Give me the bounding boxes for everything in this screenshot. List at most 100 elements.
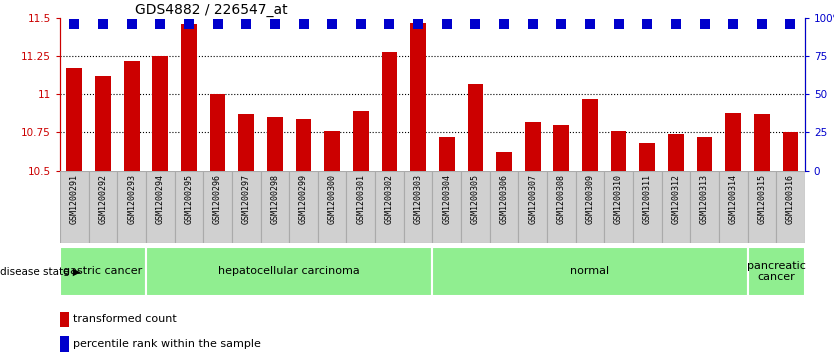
Bar [375, 171, 404, 243]
Bar [232, 171, 260, 243]
Point [383, 21, 396, 27]
Bar [60, 247, 146, 296]
Bar [123, 61, 139, 171]
Point [183, 21, 196, 27]
Bar [318, 171, 346, 243]
Bar [118, 171, 146, 243]
Point [153, 21, 167, 27]
Bar [353, 111, 369, 171]
Point [726, 21, 740, 27]
Text: hepatocellular carcinoma: hepatocellular carcinoma [219, 266, 360, 276]
Text: disease state ▶: disease state ▶ [0, 266, 81, 276]
Point [497, 21, 510, 27]
Point [411, 21, 425, 27]
Bar [146, 247, 432, 296]
Text: GSM1200314: GSM1200314 [729, 174, 738, 224]
Bar [668, 134, 684, 171]
Text: GSM1200292: GSM1200292 [98, 174, 108, 224]
Text: GSM1200296: GSM1200296 [214, 174, 222, 224]
Text: GSM1200304: GSM1200304 [442, 174, 451, 224]
Text: GSM1200303: GSM1200303 [414, 174, 423, 224]
Text: GSM1200302: GSM1200302 [385, 174, 394, 224]
Point [269, 21, 282, 27]
Bar [289, 171, 318, 243]
Bar [575, 171, 605, 243]
Point [239, 21, 253, 27]
Point [555, 21, 568, 27]
Point [440, 21, 454, 27]
Bar [382, 52, 397, 171]
Text: GSM1200315: GSM1200315 [757, 174, 766, 224]
Text: GSM1200312: GSM1200312 [671, 174, 681, 224]
Text: GSM1200297: GSM1200297 [242, 174, 251, 224]
Point [325, 21, 339, 27]
Point [211, 21, 224, 27]
Text: GSM1200306: GSM1200306 [500, 174, 509, 224]
Text: GSM1200301: GSM1200301 [356, 174, 365, 224]
Text: pancreatic
cancer: pancreatic cancer [746, 261, 806, 282]
Text: GSM1200307: GSM1200307 [528, 174, 537, 224]
Point [612, 21, 626, 27]
Bar [605, 171, 633, 243]
Bar [582, 99, 598, 171]
Bar [439, 137, 455, 171]
Bar [260, 171, 289, 243]
Bar [726, 113, 741, 171]
Text: percentile rank within the sample: percentile rank within the sample [73, 339, 261, 349]
Bar [432, 171, 461, 243]
Bar [525, 122, 540, 171]
Bar [346, 171, 375, 243]
Bar [60, 312, 69, 327]
Bar [547, 171, 575, 243]
Text: GSM1200309: GSM1200309 [585, 174, 595, 224]
Bar [88, 171, 118, 243]
Bar [203, 171, 232, 243]
Bar [410, 23, 426, 171]
Bar [754, 114, 770, 171]
Text: GSM1200316: GSM1200316 [786, 174, 795, 224]
Bar [153, 56, 168, 171]
Text: GSM1200313: GSM1200313 [700, 174, 709, 224]
Bar [181, 24, 197, 171]
Point [583, 21, 596, 27]
Text: GSM1200300: GSM1200300 [328, 174, 337, 224]
Point [125, 21, 138, 27]
Bar [696, 137, 712, 171]
Bar [95, 76, 111, 171]
Bar [324, 131, 340, 171]
Bar [174, 171, 203, 243]
Text: GSM1200299: GSM1200299 [299, 174, 308, 224]
Point [469, 21, 482, 27]
Point [526, 21, 540, 27]
Bar [490, 171, 519, 243]
Text: GSM1200311: GSM1200311 [643, 174, 651, 224]
Text: gastric cancer: gastric cancer [63, 266, 143, 276]
Bar [776, 171, 805, 243]
Bar [404, 171, 432, 243]
Bar [633, 171, 661, 243]
Point [297, 21, 310, 27]
Bar [146, 171, 174, 243]
Bar [640, 143, 656, 171]
Point [784, 21, 797, 27]
Point [641, 21, 654, 27]
Bar [610, 131, 626, 171]
Bar [267, 117, 283, 171]
Text: GSM1200310: GSM1200310 [614, 174, 623, 224]
Bar [691, 171, 719, 243]
Bar [60, 337, 69, 352]
Bar [747, 247, 805, 296]
Text: GSM1200293: GSM1200293 [127, 174, 136, 224]
Text: transformed count: transformed count [73, 314, 177, 325]
Point [755, 21, 768, 27]
Bar [468, 84, 483, 171]
Text: GSM1200298: GSM1200298 [270, 174, 279, 224]
Bar [295, 119, 311, 171]
Bar [661, 171, 691, 243]
Bar [782, 132, 798, 171]
Bar [209, 94, 225, 171]
Text: GDS4882 / 226547_at: GDS4882 / 226547_at [134, 3, 287, 17]
Point [698, 21, 711, 27]
Bar [747, 171, 776, 243]
Bar [554, 125, 570, 171]
